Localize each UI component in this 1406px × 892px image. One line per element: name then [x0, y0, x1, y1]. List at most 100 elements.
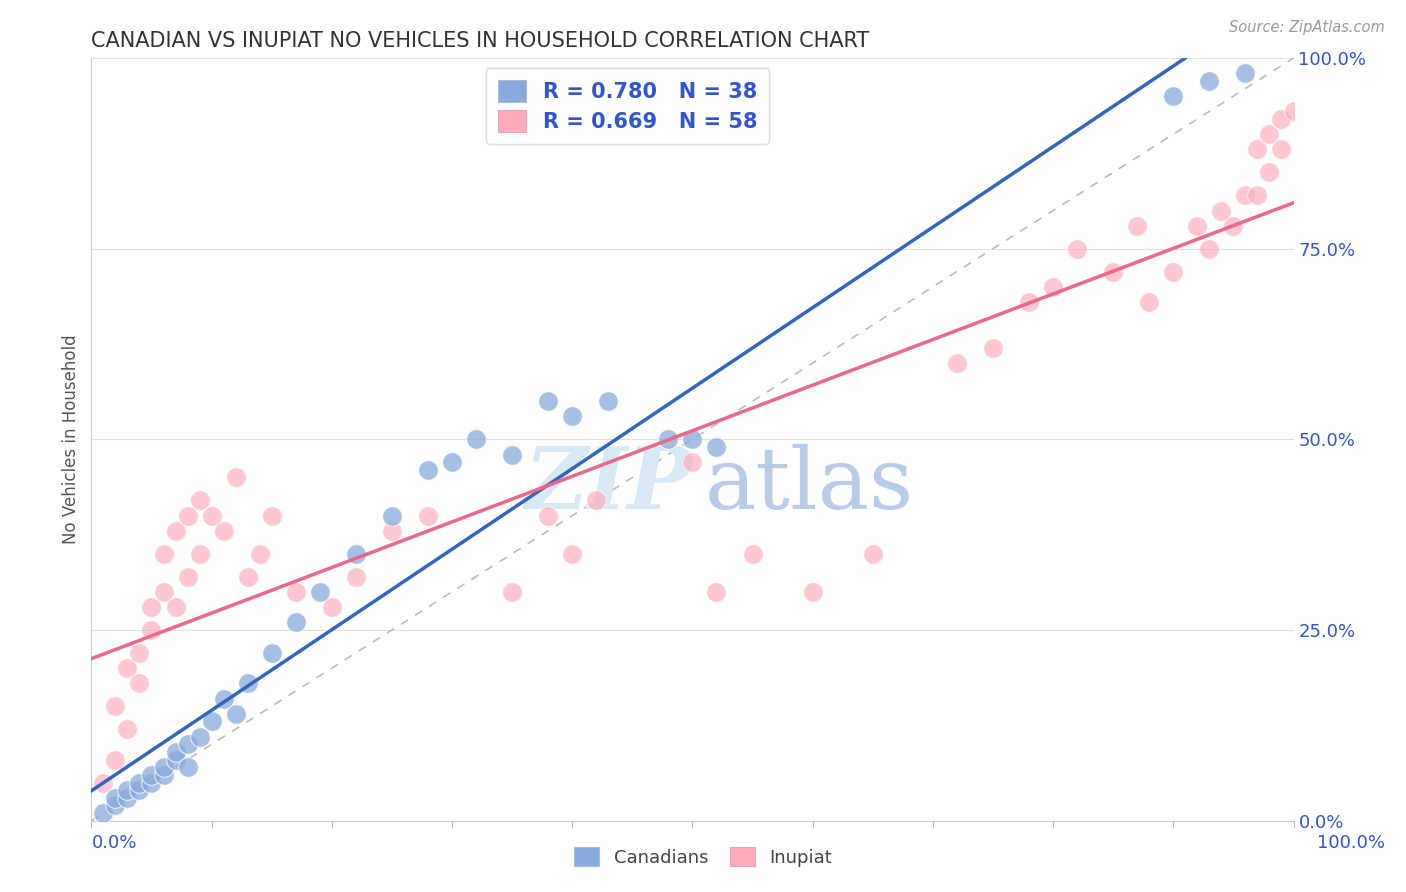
- Point: [188, 547, 211, 561]
- Point: [284, 585, 307, 599]
- Point: [1187, 219, 1209, 233]
- Point: [188, 730, 211, 744]
- Point: [176, 569, 198, 583]
- Point: [416, 463, 439, 477]
- Point: [93, 805, 115, 820]
- Point: [657, 433, 679, 447]
- Point: [1066, 242, 1088, 256]
- Point: [1222, 219, 1244, 233]
- Point: [260, 508, 283, 523]
- Point: [117, 790, 139, 805]
- Text: ZIP: ZIP: [524, 443, 692, 527]
- Point: [706, 440, 728, 454]
- Point: [1126, 219, 1149, 233]
- Point: [117, 783, 139, 797]
- Point: [981, 341, 1004, 355]
- Point: [501, 448, 523, 462]
- Text: CANADIAN VS INUPIAT NO VEHICLES IN HOUSEHOLD CORRELATION CHART: CANADIAN VS INUPIAT NO VEHICLES IN HOUSE…: [91, 31, 870, 51]
- Point: [104, 753, 127, 767]
- Point: [141, 775, 163, 789]
- Point: [1137, 295, 1160, 310]
- Point: [1161, 89, 1184, 103]
- Point: [681, 455, 703, 469]
- Point: [212, 524, 235, 538]
- Point: [200, 714, 222, 729]
- Point: [561, 409, 583, 424]
- Point: [200, 508, 222, 523]
- Point: [212, 691, 235, 706]
- Point: [344, 569, 367, 583]
- Point: [862, 547, 884, 561]
- Point: [465, 433, 488, 447]
- Point: [1018, 295, 1040, 310]
- Point: [1246, 143, 1268, 157]
- Point: [1234, 66, 1257, 80]
- Point: [128, 676, 150, 690]
- Point: [1198, 74, 1220, 88]
- Text: atlas: atlas: [704, 443, 914, 526]
- Point: [561, 547, 583, 561]
- Point: [1282, 104, 1305, 119]
- Point: [165, 524, 187, 538]
- Point: [188, 493, 211, 508]
- Point: [946, 356, 969, 370]
- Point: [225, 706, 247, 721]
- Point: [141, 768, 163, 782]
- Point: [104, 798, 127, 813]
- Point: [176, 508, 198, 523]
- Point: [165, 753, 187, 767]
- Point: [141, 623, 163, 637]
- Point: [1234, 188, 1257, 202]
- Point: [165, 745, 187, 759]
- Point: [801, 585, 824, 599]
- Point: [117, 661, 139, 675]
- Point: [381, 508, 404, 523]
- Point: [681, 433, 703, 447]
- Point: [321, 600, 343, 615]
- Point: [1258, 127, 1281, 141]
- Point: [284, 615, 307, 630]
- Point: [501, 585, 523, 599]
- Point: [152, 547, 174, 561]
- Point: [344, 547, 367, 561]
- Legend: Canadians, Inupiat: Canadians, Inupiat: [567, 840, 839, 874]
- Point: [165, 600, 187, 615]
- Point: [1270, 112, 1292, 126]
- Legend: R = 0.780   N = 38, R = 0.669   N = 58: R = 0.780 N = 38, R = 0.669 N = 58: [486, 68, 769, 145]
- Point: [1211, 203, 1233, 218]
- Point: [225, 470, 247, 484]
- Point: [1198, 242, 1220, 256]
- Point: [128, 775, 150, 789]
- Point: [537, 508, 560, 523]
- Point: [93, 775, 115, 789]
- Point: [117, 722, 139, 736]
- Point: [141, 600, 163, 615]
- Point: [1258, 165, 1281, 179]
- Point: [236, 676, 259, 690]
- Point: [741, 547, 763, 561]
- Point: [152, 768, 174, 782]
- Y-axis label: No Vehicles in Household: No Vehicles in Household: [62, 334, 80, 544]
- Point: [176, 737, 198, 751]
- Point: [1246, 188, 1268, 202]
- Point: [176, 760, 198, 774]
- Point: [152, 585, 174, 599]
- Point: [1161, 264, 1184, 278]
- Point: [104, 699, 127, 714]
- Text: Source: ZipAtlas.com: Source: ZipAtlas.com: [1229, 20, 1385, 35]
- Point: [1102, 264, 1125, 278]
- Point: [260, 646, 283, 660]
- Point: [598, 394, 620, 409]
- Point: [440, 455, 463, 469]
- Point: [537, 394, 560, 409]
- Point: [308, 585, 330, 599]
- Point: [416, 508, 439, 523]
- Point: [706, 585, 728, 599]
- Point: [1042, 279, 1064, 293]
- Point: [128, 646, 150, 660]
- Point: [381, 524, 404, 538]
- Point: [249, 547, 271, 561]
- Text: 100.0%: 100.0%: [1317, 834, 1385, 852]
- Point: [104, 790, 127, 805]
- Point: [585, 493, 607, 508]
